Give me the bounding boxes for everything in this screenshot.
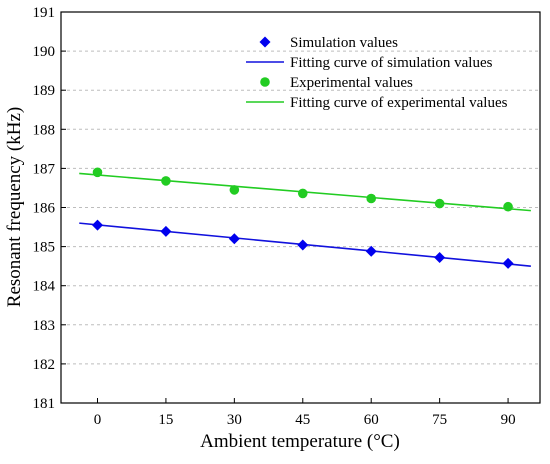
simulation-point	[228, 233, 240, 245]
y-tick-label: 185	[33, 240, 56, 256]
legend-label: Simulation values	[290, 35, 398, 51]
legend-marker-swatch	[260, 77, 270, 87]
plot-series	[79, 167, 531, 269]
experimental-point	[161, 176, 171, 186]
y-tick-label: 191	[33, 5, 56, 21]
legend-label: Fitting curve of simulation values	[290, 55, 493, 71]
simulation-point	[160, 225, 172, 237]
grid-lines	[61, 50, 540, 365]
legend-label: Fitting curve of experimental values	[290, 95, 508, 111]
x-tick-label: 60	[364, 412, 379, 428]
y-tick-label: 181	[33, 396, 56, 412]
simulation-point	[434, 252, 446, 264]
simulation-point	[297, 239, 309, 251]
x-axis-title: Ambient temperature (°C)	[200, 431, 400, 452]
y-axis-title: Resonant frequency (kHz)	[4, 107, 25, 307]
y-tick-label: 184	[33, 279, 56, 295]
experimental-point	[92, 167, 103, 178]
experimental-point	[297, 188, 308, 199]
simulation-point	[365, 245, 377, 257]
x-tick-label: 0	[94, 412, 102, 428]
y-tick-label: 189	[33, 83, 56, 99]
x-tick-label: 90	[501, 412, 516, 428]
experimental-point	[503, 201, 513, 212]
y-tick-label: 190	[33, 44, 56, 60]
legend: Simulation values Fitting curve of simula…	[246, 35, 508, 111]
y-tick-label: 186	[33, 201, 56, 217]
experimental-point	[366, 193, 377, 204]
x-tick-label: 45	[295, 412, 310, 428]
experimental-point	[229, 185, 240, 195]
y-tick-label: 188	[33, 122, 56, 138]
y-tick-label: 182	[33, 357, 56, 373]
experimental-point	[434, 198, 445, 209]
x-tick-label: 15	[158, 412, 173, 428]
y-tick-label: 183	[33, 318, 56, 334]
x-tick-label: 30	[227, 412, 242, 428]
y-tick-label: 187	[33, 161, 56, 177]
legend-label: Experimental values	[290, 75, 413, 91]
simulation-point	[91, 219, 103, 231]
x-tick-label: 75	[432, 412, 447, 428]
axes: 181 182 183 184 185 186 187 188 189 190 191 0 15 30 45…	[33, 5, 516, 428]
legend-marker-swatch	[259, 36, 271, 48]
simulation-point	[502, 257, 514, 269]
